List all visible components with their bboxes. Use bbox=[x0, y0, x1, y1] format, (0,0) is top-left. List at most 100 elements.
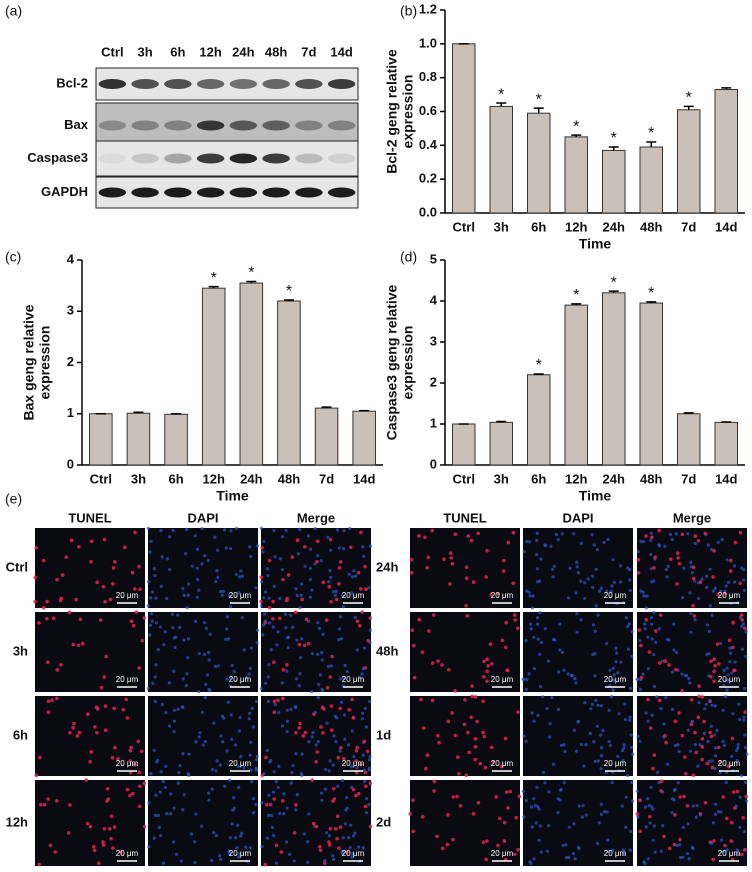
dapi-signal bbox=[594, 698, 598, 703]
scale-bar-label: 20 μm bbox=[604, 591, 627, 600]
dapi-signal bbox=[249, 646, 254, 650]
tunel-signal bbox=[502, 839, 507, 843]
tunel-signal bbox=[450, 561, 455, 566]
image-bg bbox=[261, 612, 371, 692]
dapi-signal bbox=[646, 635, 650, 639]
dapi-signal bbox=[225, 615, 230, 619]
dapi-signal bbox=[614, 651, 619, 655]
band bbox=[164, 79, 192, 89]
dapi-signal bbox=[186, 593, 190, 597]
micrograph: 20 μm bbox=[636, 694, 749, 778]
tunel-signal bbox=[705, 761, 710, 766]
dapi-signal bbox=[336, 784, 340, 788]
bar bbox=[89, 413, 113, 466]
dapi-signal bbox=[607, 739, 611, 744]
dapi-signal bbox=[345, 796, 349, 800]
tunel-signal bbox=[314, 824, 319, 829]
tunel-signal bbox=[456, 755, 460, 759]
dapi-signal bbox=[347, 743, 351, 747]
tunel-signal bbox=[315, 559, 319, 564]
x-tick-label: 48h bbox=[640, 219, 662, 234]
tunel-signal bbox=[102, 675, 107, 679]
tunel-signal bbox=[125, 716, 130, 720]
x-tick-label: Ctrl bbox=[90, 471, 112, 486]
dapi-signal bbox=[146, 580, 151, 584]
tunel-signal bbox=[86, 712, 90, 716]
tunel-signal bbox=[328, 537, 333, 542]
dapi-signal bbox=[340, 594, 344, 598]
dapi-signal bbox=[197, 690, 201, 694]
dapi-signal bbox=[266, 573, 270, 578]
dapi-signal bbox=[311, 730, 315, 735]
tunel-signal bbox=[647, 650, 652, 654]
x-tick-label: 7d bbox=[681, 471, 696, 486]
tunel-signal bbox=[673, 812, 677, 817]
dapi-signal bbox=[248, 846, 252, 850]
tunel-signal bbox=[652, 566, 656, 570]
tunel-signal bbox=[473, 737, 478, 741]
dapi-signal bbox=[643, 805, 648, 809]
y-tick-label: 0.0 bbox=[419, 204, 437, 219]
dapi-signal bbox=[522, 815, 526, 819]
dapi-signal bbox=[744, 654, 748, 658]
dapi-signal bbox=[622, 746, 626, 750]
tunel-signal bbox=[85, 821, 90, 826]
dapi-signal bbox=[700, 577, 704, 581]
band bbox=[262, 79, 290, 89]
dapi-signal bbox=[255, 628, 260, 632]
micrograph: 20 μm bbox=[522, 695, 635, 778]
tunel-signal bbox=[272, 797, 276, 801]
band bbox=[131, 153, 159, 164]
tunel-signal bbox=[263, 862, 268, 867]
tunel-signal bbox=[694, 750, 698, 755]
dapi-signal bbox=[161, 861, 166, 865]
tunel-signal bbox=[123, 545, 127, 550]
dapi-signal bbox=[291, 625, 295, 629]
dapi-signal bbox=[604, 770, 608, 775]
row-label: 48h bbox=[376, 643, 398, 658]
dapi-signal bbox=[350, 729, 354, 733]
dapi-signal bbox=[655, 695, 659, 699]
dapi-signal bbox=[284, 840, 289, 844]
dapi-signal bbox=[294, 677, 298, 681]
bar bbox=[639, 302, 663, 466]
y-tick-label: 0 bbox=[67, 456, 74, 471]
x-tick-label: 12h bbox=[565, 471, 587, 486]
dapi-signal bbox=[278, 812, 282, 816]
dapi-signal bbox=[629, 733, 633, 737]
dapi-signal bbox=[344, 808, 348, 812]
y-tick-label: 3 bbox=[67, 303, 74, 318]
tunel-signal bbox=[469, 715, 474, 720]
tunel-signal bbox=[516, 847, 520, 852]
dapi-signal bbox=[351, 851, 355, 856]
dapi-signal bbox=[255, 641, 259, 645]
dapi-signal bbox=[229, 713, 233, 717]
tunel-signal bbox=[53, 850, 58, 854]
dapi-signal bbox=[621, 758, 625, 763]
dapi-signal bbox=[159, 529, 163, 533]
tunel-signal bbox=[496, 843, 500, 848]
dapi-signal bbox=[228, 546, 233, 551]
scale-bar-label: 20 μm bbox=[116, 849, 139, 858]
significance-mark: * bbox=[498, 86, 504, 103]
dapi-signal bbox=[621, 748, 625, 753]
dapi-signal bbox=[244, 675, 249, 679]
dapi-signal bbox=[579, 742, 583, 747]
dapi-signal bbox=[307, 740, 311, 744]
tunel-signal bbox=[356, 570, 361, 575]
micrograph: 20 μm bbox=[146, 612, 260, 694]
dapi-signal bbox=[644, 711, 648, 715]
dapi-signal bbox=[732, 564, 737, 568]
tunel-signal bbox=[277, 616, 282, 621]
dapi-signal bbox=[612, 580, 617, 585]
tunel-signal bbox=[93, 725, 97, 729]
dapi-signal bbox=[285, 669, 289, 673]
dapi-signal bbox=[624, 795, 628, 799]
dapi-signal bbox=[532, 667, 537, 671]
tunel-signal bbox=[71, 642, 76, 647]
tunel-signal bbox=[314, 760, 318, 764]
x-axis-label: Time bbox=[579, 488, 612, 504]
band bbox=[295, 153, 323, 164]
tunel-signal bbox=[669, 557, 673, 562]
dapi-signal bbox=[251, 797, 256, 801]
